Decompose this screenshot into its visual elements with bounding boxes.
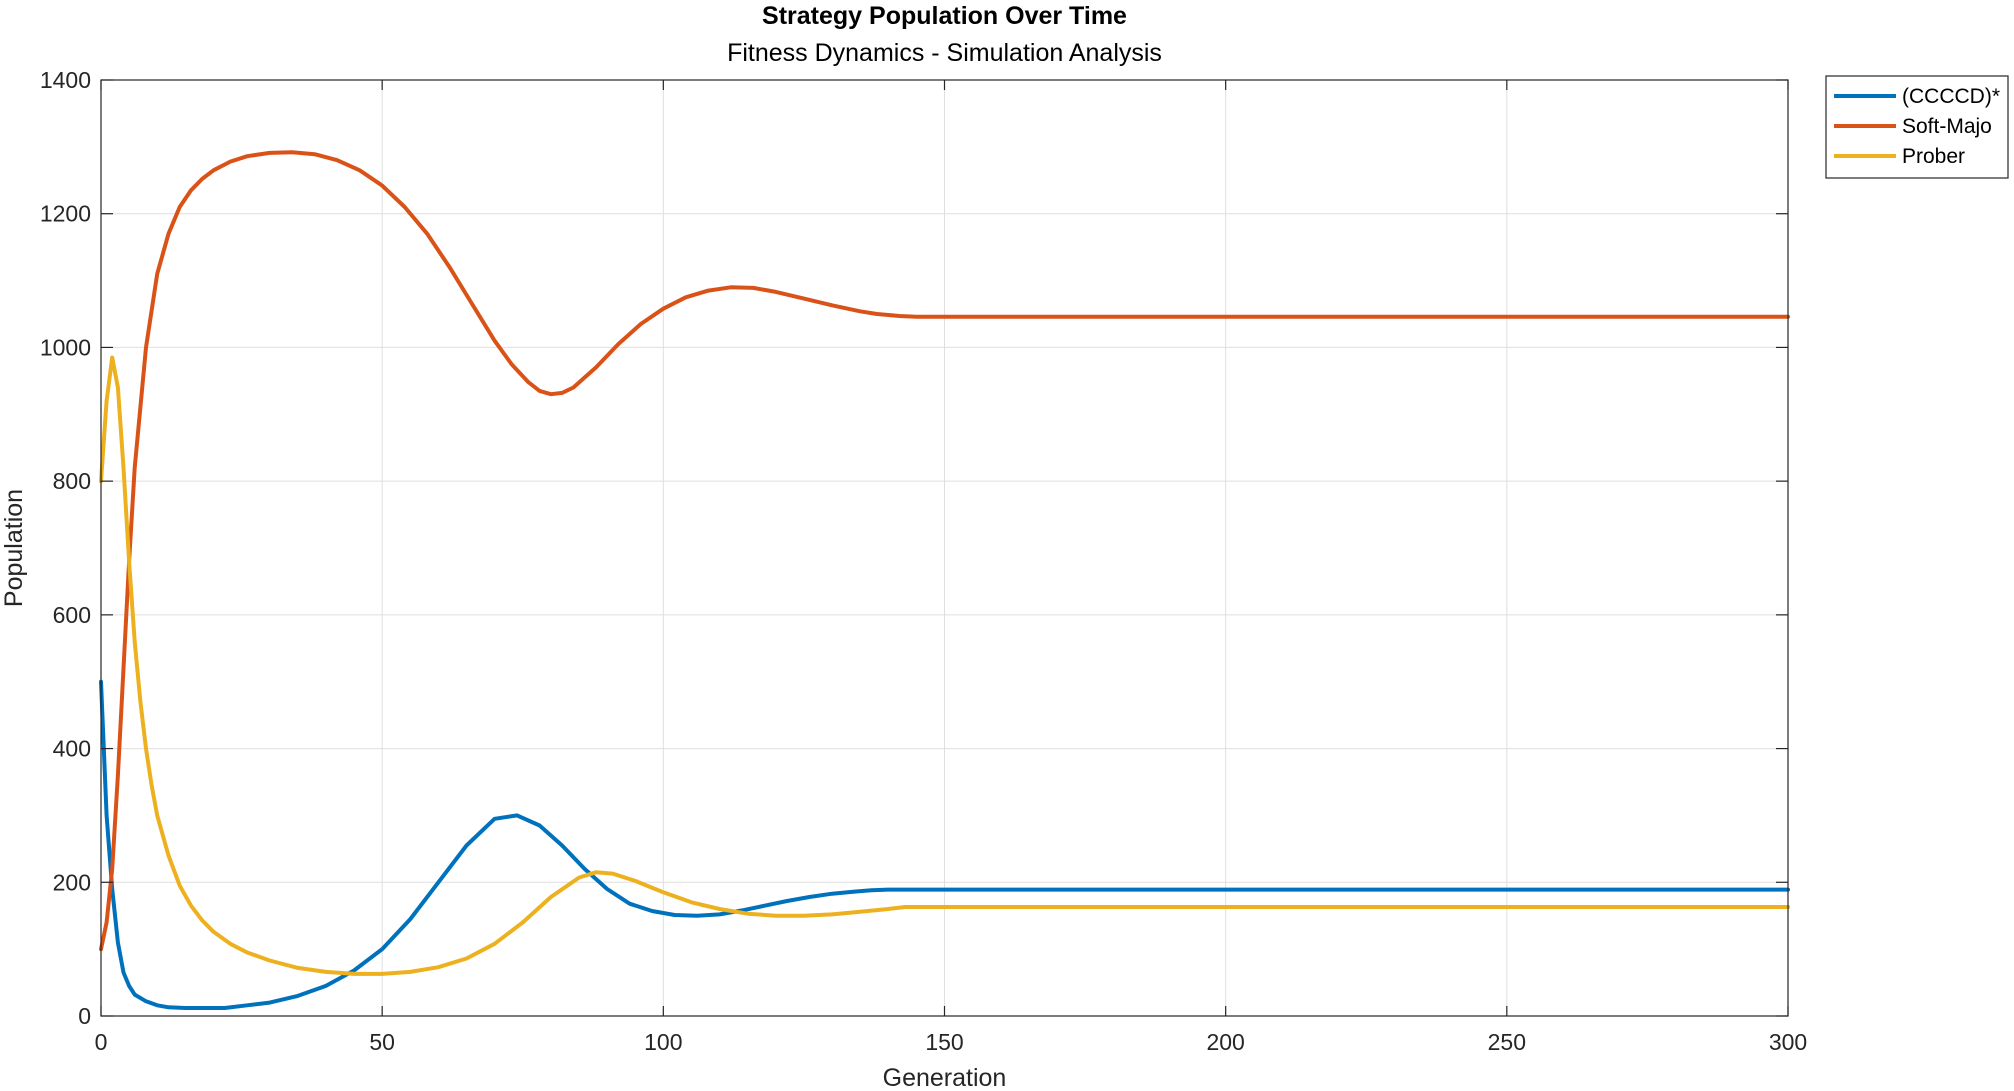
- y-tick-label: 1400: [40, 67, 91, 93]
- y-tick-label: 1200: [40, 201, 91, 227]
- legend: (CCCCD)* Soft-Majo Prober: [1825, 75, 2009, 179]
- chart-title: Strategy Population Over Time: [762, 2, 1127, 30]
- y-tick-label: 400: [53, 736, 91, 762]
- x-tick-label: 0: [95, 1029, 108, 1055]
- series-layer: [99, 150, 1790, 1010]
- x-tick-label: 250: [1488, 1029, 1526, 1055]
- axis-ticks: 0 50 100 150 200 250 300 0 200 400 600 800 1000 1200 1…: [40, 67, 1807, 1055]
- y-tick-label: 600: [53, 602, 91, 628]
- x-tick-label: 150: [925, 1029, 963, 1055]
- series-line-1: [99, 150, 1790, 952]
- y-tick-label: 0: [78, 1003, 91, 1029]
- x-tick-label: 300: [1769, 1029, 1807, 1055]
- x-axis-label: Generation: [883, 1064, 1007, 1091]
- legend-entry-label: Soft-Majo: [1902, 115, 1992, 138]
- legend-entry-label: Prober: [1902, 145, 1965, 168]
- y-axis-label: Population: [0, 489, 28, 607]
- x-tick-label: 100: [644, 1029, 682, 1055]
- y-tick-label: 200: [53, 869, 91, 895]
- y-tick-label: 1000: [40, 334, 91, 360]
- grid: [100, 79, 1789, 1017]
- chart-subtitle: Fitness Dynamics - Simulation Analysis: [727, 39, 1162, 67]
- legend-entry-label: (CCCCD)*: [1902, 85, 2000, 108]
- series-line-0: [99, 679, 1790, 1010]
- x-tick-label: 50: [369, 1029, 395, 1055]
- y-tick-label: 800: [53, 468, 91, 494]
- series-line-2: [99, 355, 1790, 976]
- x-tick-label: 200: [1206, 1029, 1244, 1055]
